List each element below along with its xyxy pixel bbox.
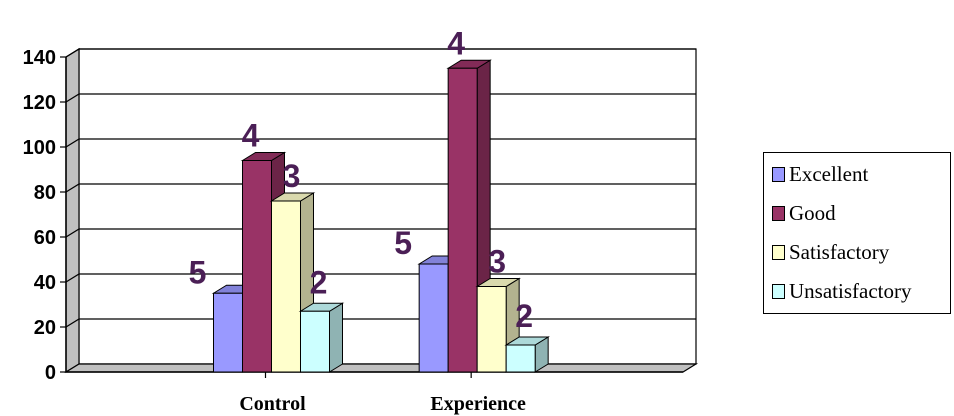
legend-item: Excellent	[772, 161, 868, 187]
legend-label: Good	[789, 200, 836, 225]
y-tick-label: 100	[23, 137, 56, 159]
x-tick-label: Experience	[430, 393, 526, 415]
legend-item: Unsatisfactory	[772, 278, 911, 304]
legend-label: Unsatisfactory	[789, 278, 912, 303]
x-axis-ticks: Control Experience	[239, 372, 526, 415]
y-tick-label: 40	[34, 272, 56, 294]
y-tick-label: 80	[34, 182, 56, 204]
data-label: 3	[283, 158, 301, 194]
legend-swatch	[772, 283, 785, 299]
bars	[211, 59, 550, 373]
bar-front	[476, 286, 507, 373]
y-tick-label: 120	[23, 92, 56, 114]
legend-swatch	[772, 166, 785, 182]
data-label: 5	[394, 225, 412, 261]
y-axis-ticks: 0 20 40 60 80 100 120 140	[23, 47, 66, 384]
data-label: 3	[488, 244, 506, 280]
axes	[65, 57, 683, 373]
y-tick-label: 60	[34, 227, 56, 249]
y-tick-label: 140	[23, 47, 56, 69]
legend-item: Satisfactory	[772, 239, 889, 265]
legend-swatch	[772, 205, 785, 221]
bar-front	[447, 67, 478, 373]
bar-front	[270, 200, 301, 373]
bar	[298, 302, 345, 373]
bar-front	[212, 292, 243, 373]
legend-swatch	[772, 244, 785, 260]
legend-item: Good	[772, 200, 836, 226]
x-tick-label: Control	[239, 393, 306, 415]
legend-label: Excellent	[789, 161, 869, 186]
bar	[504, 336, 550, 373]
bar-front	[299, 310, 330, 373]
gridline	[65, 48, 696, 58]
data-label: 5	[189, 254, 207, 290]
y-tick-label: 20	[34, 317, 56, 339]
chart-walls	[63, 47, 699, 374]
y-tick-label: 0	[45, 362, 56, 384]
bar-front	[241, 160, 272, 373]
data-label: 4	[242, 118, 260, 154]
data-label: 2	[515, 298, 533, 334]
legend: Excellent Good Satisfactory Unsatisfactory	[763, 152, 951, 314]
bar-side	[328, 302, 343, 373]
floor	[63, 363, 699, 373]
data-label: 2	[310, 264, 328, 300]
bar-front	[505, 344, 536, 373]
bar-front	[418, 263, 449, 373]
legend-label: Satisfactory	[789, 239, 890, 264]
data-label: 4	[447, 25, 465, 61]
back-wall	[78, 48, 697, 365]
